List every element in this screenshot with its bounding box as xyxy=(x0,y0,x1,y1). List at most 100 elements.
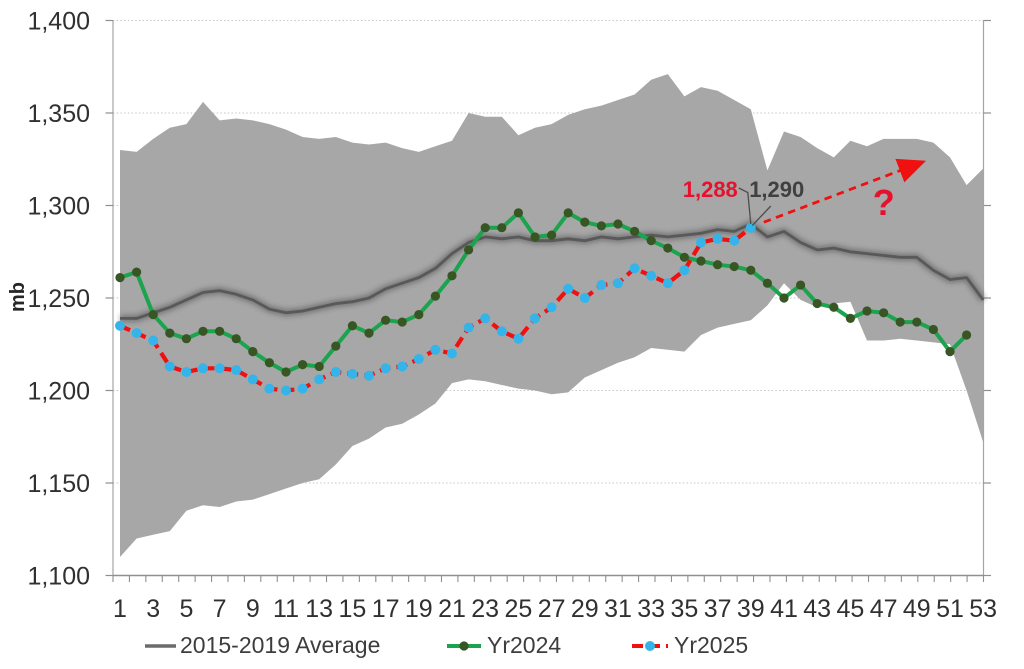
yr2025-marker xyxy=(198,363,208,374)
yr2025-marker xyxy=(214,363,225,374)
yr2025-marker xyxy=(281,385,291,396)
yr2024-marker xyxy=(347,321,357,331)
yr2025-marker xyxy=(131,328,142,339)
yr2025-marker xyxy=(115,320,125,331)
average-value-callout: 1,290 xyxy=(745,177,804,202)
yr2024-marker xyxy=(547,230,557,240)
yr2024-marker xyxy=(879,308,889,318)
x-tick-label: 49 xyxy=(903,595,931,623)
x-tick-label: 11 xyxy=(273,595,299,623)
yr2024-marker xyxy=(298,360,308,370)
x-tick-label: 39 xyxy=(737,595,765,623)
y-tick-label: 1,400 xyxy=(27,8,90,36)
yr2025-marker xyxy=(380,363,391,374)
yr2024-marker xyxy=(663,243,673,253)
y-tick-label: 1,350 xyxy=(27,100,90,128)
yr2024-marker xyxy=(231,334,241,344)
yr2024-marker xyxy=(928,324,939,335)
yr2025-marker xyxy=(231,365,242,376)
yr2025-marker xyxy=(662,278,673,289)
x-tick-label: 53 xyxy=(969,595,997,623)
legend-yr2024-marker xyxy=(459,641,469,651)
x-tick-label: 41 xyxy=(770,595,798,623)
yr2024-marker xyxy=(264,358,274,368)
x-tick-label: 7 xyxy=(213,595,227,623)
yr2025-marker xyxy=(297,383,308,394)
yr2025-marker xyxy=(247,374,258,385)
yr2024-marker xyxy=(646,236,656,246)
yr2025-marker xyxy=(629,263,640,274)
yr2024-marker xyxy=(696,256,706,266)
yr2025-marker xyxy=(712,233,723,244)
callout-leader-line-gray-label xyxy=(751,205,772,226)
x-tick-label: 27 xyxy=(538,595,566,623)
yr2024-marker xyxy=(248,347,258,357)
yr2024-marker xyxy=(912,317,922,327)
x-tick-label: 35 xyxy=(670,595,698,623)
yr2024-marker xyxy=(497,223,507,233)
yr2024-marker xyxy=(181,334,191,344)
legend-yr2024-label: Yr2024 xyxy=(487,632,561,658)
yr2024-marker xyxy=(381,315,391,325)
x-tick-label: 15 xyxy=(338,595,366,623)
yr2025-marker xyxy=(579,293,590,303)
yr2025-marker xyxy=(613,278,623,289)
yr2024-marker xyxy=(829,302,839,312)
x-tick-label: 17 xyxy=(372,595,400,623)
x-tick-label: 21 xyxy=(438,595,466,623)
annotations: 1,288 1,290? xyxy=(683,158,927,226)
yr2025-marker xyxy=(530,313,540,324)
yr2025-marker xyxy=(679,265,690,276)
yr2024-marker xyxy=(762,278,773,288)
x-tick-label: 23 xyxy=(471,595,499,623)
yr2024-marker xyxy=(215,326,225,336)
x-tick-label: 43 xyxy=(803,595,831,623)
yr2025-marker xyxy=(513,333,524,344)
x-tick-label: 1 xyxy=(113,595,127,623)
yr2024-marker xyxy=(563,208,573,218)
yr2025-marker xyxy=(480,313,491,324)
yr2025-marker xyxy=(364,370,374,381)
yr2025-marker xyxy=(264,383,275,394)
y-tick-label: 1,250 xyxy=(27,285,90,313)
x-tick-label: 29 xyxy=(571,595,599,623)
yr2025-marker xyxy=(563,283,574,294)
x-tick-label: 9 xyxy=(246,595,260,623)
x-tick-label: 33 xyxy=(637,595,665,623)
legend-yr2025-marker xyxy=(645,641,655,651)
legend: 2015-2019 Average Yr2024 Yr2025 xyxy=(145,632,748,658)
yr2024-marker xyxy=(430,291,440,301)
y-axis-title: mb xyxy=(7,282,29,312)
legend-yr2025-label: Yr2025 xyxy=(674,632,748,658)
series-lines xyxy=(115,208,986,396)
projection-trend-arrow xyxy=(763,158,927,224)
callout-leader-line-red-label xyxy=(738,187,752,225)
yr2024-marker xyxy=(115,273,125,283)
yr2024-marker xyxy=(513,208,524,218)
yr2025-marker xyxy=(646,270,657,281)
average-line xyxy=(120,222,985,320)
yr2024-marker xyxy=(148,310,158,320)
y-tick-label: 1,300 xyxy=(27,193,90,221)
yr2025-marker xyxy=(164,361,175,372)
yr2024-marker xyxy=(580,217,590,227)
legend-item-average: 2015-2019 Average xyxy=(145,632,380,658)
yr2024-marker xyxy=(862,306,872,316)
yr2024-marker xyxy=(812,298,822,309)
yr2024-marker xyxy=(132,267,142,277)
yr2025-marker xyxy=(148,335,159,346)
yr2024-marker xyxy=(796,280,806,290)
x-tick-label: 25 xyxy=(504,595,532,623)
yr2024-marker xyxy=(779,293,789,303)
legend-average-label: 2015-2019 Average xyxy=(180,632,380,658)
yr2024-marker xyxy=(281,367,291,377)
yr2024-marker xyxy=(613,219,623,229)
yr2025-marker xyxy=(430,344,441,355)
yr2025-marker xyxy=(330,367,341,377)
yr2025-marker xyxy=(496,326,507,337)
yr2024-marker xyxy=(165,328,175,338)
yr2025-marker xyxy=(413,354,424,365)
yr2024-marker xyxy=(530,232,540,242)
